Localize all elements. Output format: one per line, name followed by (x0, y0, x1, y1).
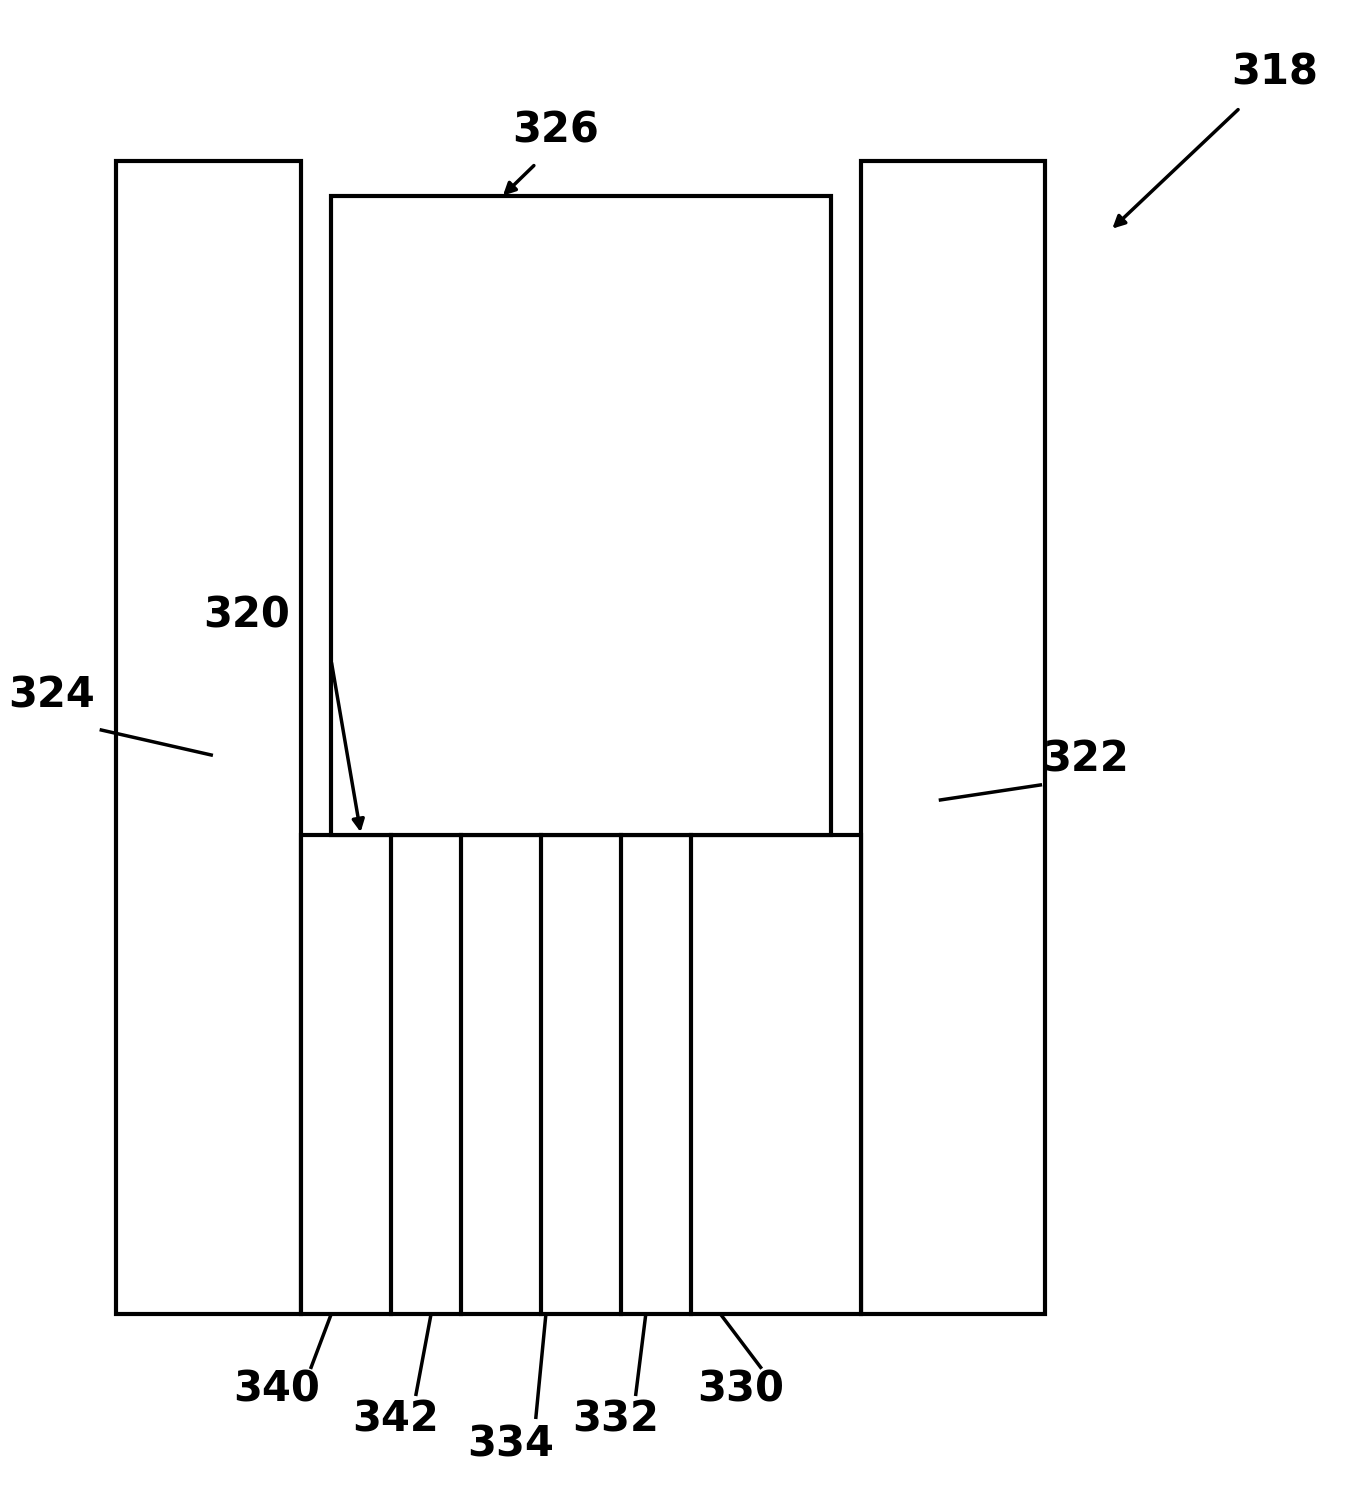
Text: 340: 340 (233, 1368, 319, 1410)
Text: 334: 334 (467, 1424, 555, 1466)
Text: 342: 342 (352, 1398, 440, 1440)
Text: 322: 322 (1043, 740, 1129, 782)
Text: 332: 332 (573, 1398, 659, 1440)
Bar (116, 160, 301, 1314)
Bar (301, 836, 860, 1314)
Text: 318: 318 (1232, 51, 1318, 93)
Bar (860, 160, 1045, 1314)
Text: 324: 324 (8, 674, 95, 716)
Text: 326: 326 (512, 110, 599, 152)
Text: 320: 320 (203, 594, 289, 636)
Bar (332, 195, 830, 836)
Text: 330: 330 (697, 1368, 784, 1410)
